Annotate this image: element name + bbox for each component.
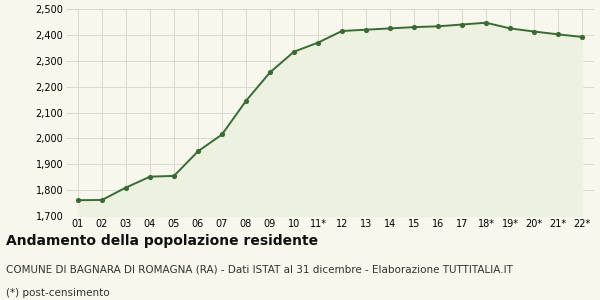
Point [457, 22, 467, 27]
Point [385, 26, 395, 31]
Point [193, 149, 203, 154]
Point [289, 49, 299, 54]
Point [169, 173, 179, 178]
Point [553, 32, 563, 37]
Text: (*) post-censimento: (*) post-censimento [6, 288, 110, 298]
Point [337, 28, 347, 33]
Point [265, 70, 275, 75]
Point [361, 27, 371, 32]
Point [409, 25, 419, 29]
Point [481, 20, 491, 25]
Point [73, 198, 83, 203]
Point [97, 198, 107, 203]
Point [241, 98, 251, 103]
Point [217, 132, 227, 137]
Point [529, 29, 539, 34]
Text: Andamento della popolazione residente: Andamento della popolazione residente [6, 234, 318, 248]
Point [577, 34, 587, 39]
Point [121, 185, 131, 190]
Point [145, 174, 155, 179]
Point [505, 26, 515, 31]
Text: COMUNE DI BAGNARA DI ROMAGNA (RA) - Dati ISTAT al 31 dicembre - Elaborazione TUT: COMUNE DI BAGNARA DI ROMAGNA (RA) - Dati… [6, 264, 513, 274]
Point [313, 40, 323, 45]
Point [433, 24, 443, 29]
